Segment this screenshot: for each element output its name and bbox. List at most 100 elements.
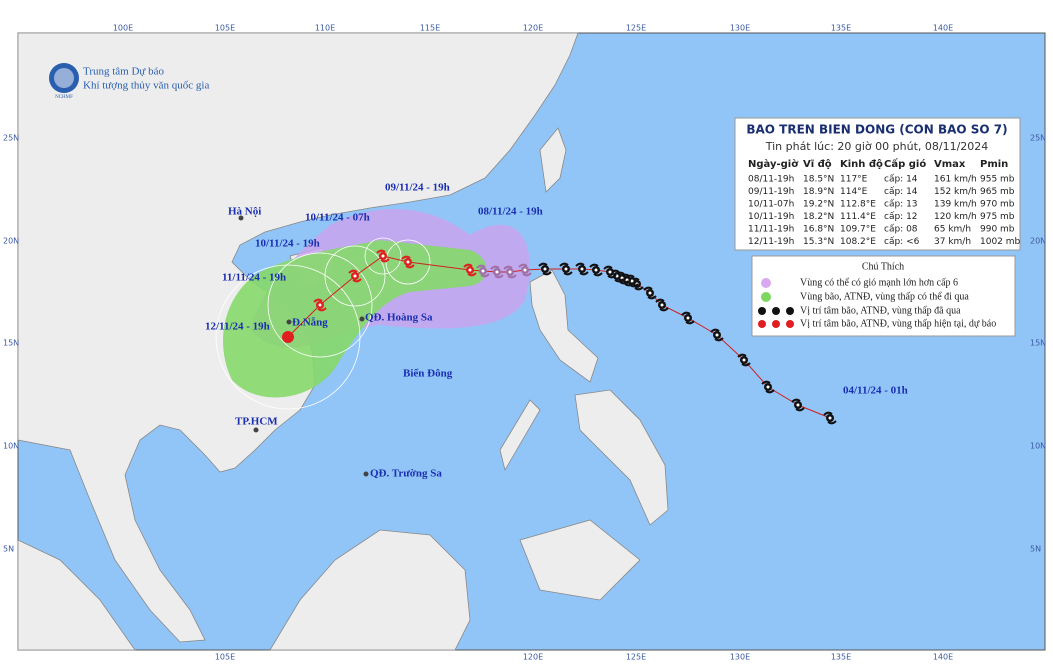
storm-track	[282, 249, 837, 425]
table-cell: 16.8°N	[803, 225, 834, 235]
table-cell: 10/11-19h	[748, 212, 794, 222]
info-title: BAO TREN BIEN DONG (CON BAO SO 7)	[746, 123, 1007, 137]
lon-label: 110E	[315, 24, 335, 33]
past-position	[715, 333, 719, 337]
place-dot	[359, 316, 365, 322]
past-position	[589, 263, 603, 277]
place-dot	[253, 427, 259, 433]
info-subtitle: Tin phát lúc: 20 giờ 00 phút, 08/11/2024	[765, 140, 989, 153]
column-header: Ngày-giờ	[748, 158, 799, 170]
table-cell: 975 mb	[980, 212, 1015, 222]
forecast-position	[376, 249, 390, 263]
forecast-position	[401, 255, 415, 269]
table-cell: cấp: 12	[884, 211, 918, 222]
lon-label: 125E	[626, 653, 646, 662]
sea-name: Biển Đông	[403, 368, 453, 380]
column-header: Vĩ độ	[803, 158, 832, 170]
table-cell: 139 km/h	[934, 200, 977, 210]
lon-label: 115E	[420, 24, 440, 33]
past-position	[476, 264, 490, 278]
lat-label: 25N	[3, 134, 19, 143]
table-cell: 19.2°N	[803, 200, 834, 210]
lat-label: 20N	[3, 237, 19, 246]
table-cell: 08/11-19h	[748, 175, 794, 185]
column-header: Kinh độ	[840, 158, 883, 170]
lat-label: 25N	[1030, 134, 1046, 143]
lon-label: 105E	[215, 24, 235, 33]
table-cell: 108.2°E	[840, 237, 876, 247]
table-cell: 10/11-07h	[748, 200, 794, 210]
table-cell: 12/11-19h	[748, 237, 794, 247]
place-dot	[286, 319, 292, 325]
past-position	[523, 268, 527, 272]
legend-item: Vùng bão, ATNĐ, vùng thấp có thể đi qua	[800, 291, 969, 302]
table-cell: 117°E	[840, 175, 868, 185]
forecast-position	[463, 263, 477, 277]
legend-swatch	[761, 292, 771, 302]
past-position	[766, 385, 770, 389]
legend-swatch	[772, 307, 780, 315]
past-position	[495, 270, 499, 274]
table-cell: 114°E	[840, 187, 868, 197]
table-cell: 161 km/h	[934, 175, 977, 185]
past-position	[538, 262, 552, 276]
table-cell: 37 km/h	[934, 237, 971, 247]
forecast-position	[353, 274, 357, 278]
column-header: Cấp gió	[884, 157, 926, 170]
lat-label: 15N	[3, 339, 19, 348]
past-position	[481, 269, 485, 273]
track-label: 11/11/24 - 19h	[222, 272, 286, 284]
table-cell: cấp: 14	[884, 174, 918, 185]
logo-text: NCHMF	[55, 95, 73, 100]
legend-item: Vị trí tâm bão, ATNĐ, vùng thấp đã qua	[800, 305, 961, 316]
table-cell: 965 mb	[980, 187, 1015, 197]
forecast-circles	[215, 237, 431, 410]
past-position	[823, 411, 837, 425]
track-label: 04/11/24 - 01h	[843, 385, 908, 397]
legend-swatch	[772, 320, 780, 328]
past-position	[761, 380, 775, 394]
past-position	[655, 298, 669, 312]
table-cell: 15.3°N	[803, 237, 834, 247]
past-position	[796, 403, 800, 407]
past-position	[490, 265, 504, 279]
lon-label: 130E	[730, 24, 750, 33]
table-cell: 18.9°N	[803, 187, 834, 197]
lon-label: 120E	[523, 653, 543, 662]
lat-label: 5N	[3, 545, 14, 554]
past-position	[742, 358, 746, 362]
track-label: 10/11/24 - 19h	[255, 238, 320, 250]
agency-line: Trung tâm Dự báo	[83, 66, 165, 78]
past-position	[630, 279, 634, 283]
legend-swatch	[786, 307, 794, 315]
table-cell: cấp: 14	[884, 186, 918, 197]
past-position	[660, 303, 664, 307]
agency-line: Khí tượng thủy văn quốc gia	[83, 80, 209, 92]
past-position	[575, 262, 589, 276]
legend-title: Chú Thích	[862, 261, 904, 272]
column-header: Pmin	[980, 159, 1008, 170]
past-position	[791, 398, 805, 412]
logo: NCHMF	[49, 63, 79, 100]
place-dot	[363, 471, 369, 477]
table-cell: 111.4°E	[840, 212, 876, 222]
past-position	[559, 262, 573, 276]
lat-label: 5N	[1030, 545, 1041, 554]
lon-label: 105E	[215, 653, 235, 662]
legend-swatch	[786, 320, 794, 328]
table-cell: 112.8°E	[840, 200, 876, 210]
legend-item: Vị trí tâm bão, ATNĐ, vùng thấp hiện tại…	[800, 318, 996, 329]
place-label: TP.HCM	[235, 416, 278, 428]
table-cell: cấp: 08	[884, 224, 918, 235]
lat-label: 10N	[1030, 442, 1046, 451]
table-cell: 120 km/h	[934, 212, 977, 222]
table-cell: 970 mb	[980, 200, 1015, 210]
lon-label: 135E	[831, 653, 851, 662]
past-position	[580, 267, 584, 271]
past-position	[603, 265, 617, 279]
legend-box	[751, 255, 1016, 337]
past-position	[503, 265, 517, 279]
track-line	[287, 255, 831, 419]
legend-swatch	[761, 278, 771, 288]
